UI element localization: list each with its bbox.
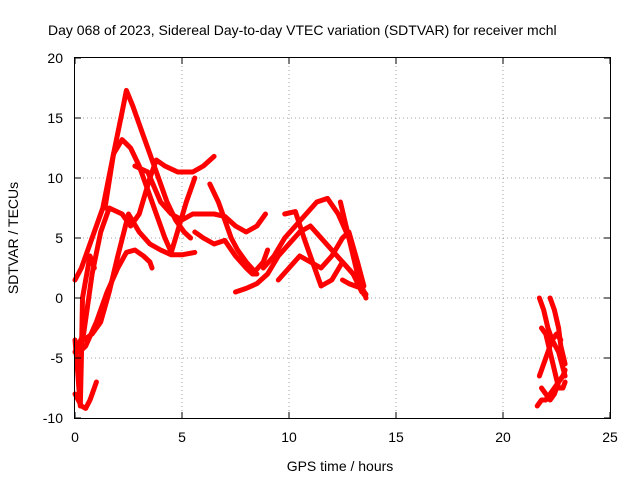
- series-line-trace-18: [547, 295, 568, 367]
- series-line-trace-8: [132, 163, 268, 235]
- series-line-trace-4: [81, 211, 198, 343]
- y-tick-label: 10: [47, 170, 63, 186]
- series-line-trace-5: [72, 253, 97, 409]
- x-tick-label: 20: [495, 429, 511, 445]
- series-line-trace-10: [192, 229, 260, 277]
- tick-layer: 0 5 10 15 20 25 -10 -5 0 5 10 15 20: [43, 50, 618, 445]
- chart-title: Day 068 of 2023, Sidereal Day-to-day VTE…: [48, 22, 557, 38]
- series-line-trace-21: [536, 331, 564, 379]
- y-tick-label: 5: [55, 230, 63, 246]
- series-line-trace-9: [207, 181, 271, 275]
- x-tick-label: 10: [281, 429, 297, 445]
- x-tick-label: 25: [602, 429, 618, 445]
- y-tick-label: 15: [47, 110, 63, 126]
- plot-frame: [74, 57, 611, 419]
- x-axis-label: GPS time / hours: [287, 458, 394, 474]
- series-line-trace-2: [102, 137, 198, 255]
- x-tick-label: 15: [388, 429, 404, 445]
- series-line-trace-22: [539, 373, 566, 403]
- series-line-trace-6: [72, 379, 99, 411]
- series-line-trace-14: [282, 209, 365, 295]
- y-tick-label: 0: [55, 290, 63, 306]
- series-line-trace-7: [76, 247, 155, 355]
- series-line-trace-19: [539, 325, 568, 391]
- x-tick-label: 5: [178, 429, 186, 445]
- series-line-trace-3: [72, 153, 217, 355]
- y-tick-label: -10: [43, 410, 63, 426]
- series-line-trace-17: [536, 295, 568, 379]
- y-tick-label: 20: [47, 50, 63, 66]
- trace-layer: [72, 87, 568, 411]
- series-line-trace-16: [340, 277, 369, 297]
- grid-layer: [75, 58, 610, 418]
- y-tick-label: -5: [51, 350, 64, 366]
- y-axis-label: SDTVAR / TECUs: [5, 182, 21, 294]
- x-tick-label: 0: [71, 429, 79, 445]
